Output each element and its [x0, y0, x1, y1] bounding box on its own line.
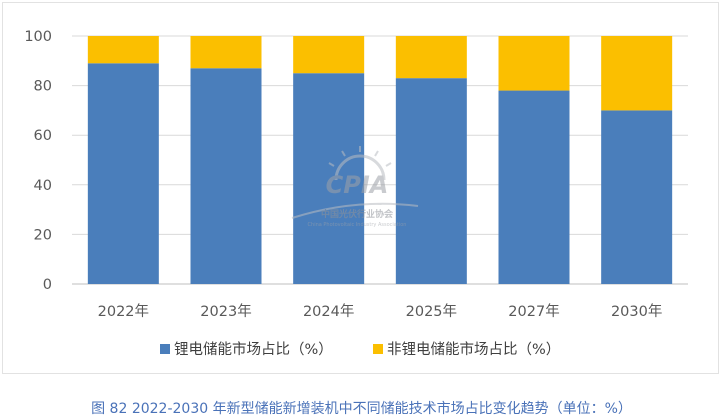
grid-lines — [72, 35, 688, 285]
bar-lithium — [601, 110, 673, 285]
bar-non-lithium — [498, 36, 570, 91]
watermark-name: 中国光伏行业协会 — [321, 208, 394, 220]
x-tick-label: 2025年 — [406, 303, 457, 320]
y-tick-label: 80 — [34, 79, 52, 95]
legend: 锂电储能市场占比（%） 非锂电储能市场占比（%） — [160, 341, 560, 358]
y-tick-label: 100 — [24, 29, 52, 45]
bar-lithium — [190, 68, 262, 285]
bar-lithium — [293, 73, 365, 284]
legend-swatch — [373, 344, 383, 354]
stacked-bar-chart: 0 20 40 60 80 100 CPIA 中国光伏行业协会 China Photovo… — [24, 29, 688, 358]
y-tick-label: 20 — [34, 227, 52, 243]
y-tick-label: 60 — [34, 128, 52, 144]
bar-non-lithium — [395, 36, 467, 79]
x-tick-label: 2030年 — [611, 303, 662, 320]
sun-icon — [328, 146, 392, 181]
x-axis-ticks: 2022年 2023年 2024年 2025年 2027年 2030年 — [98, 303, 663, 320]
y-tick-label: 40 — [34, 178, 52, 194]
bar-non-lithium — [190, 36, 262, 69]
watermark-sub: China Photovoltaic Industry Association — [308, 222, 407, 228]
bar-non-lithium — [293, 36, 365, 74]
watermark-logo: CPIA — [326, 171, 389, 199]
x-tick-label: 2024年 — [303, 303, 354, 320]
x-tick-label: 2022年 — [98, 303, 149, 320]
bar-lithium — [498, 90, 570, 284]
y-axis-ticks: 0 20 40 60 80 100 — [24, 29, 52, 293]
legend-label: 锂电储能市场占比（%） — [174, 341, 333, 358]
bar-lithium — [87, 63, 159, 284]
legend-label: 非锂电储能市场占比（%） — [387, 341, 560, 358]
bar-non-lithium — [87, 36, 159, 64]
legend-swatch — [160, 344, 170, 354]
bars — [87, 36, 673, 285]
figure-caption: 图 82 2022-2030 年新型储能新增装机中不同储能技术市场占比变化趋势（… — [91, 401, 632, 417]
bar-non-lithium — [601, 36, 673, 111]
x-tick-label: 2027年 — [508, 303, 559, 320]
y-tick-label: 0 — [43, 277, 52, 293]
x-tick-label: 2023年 — [200, 303, 251, 320]
bar-lithium — [395, 78, 467, 284]
cpia-watermark: CPIA 中国光伏行业协会 China Photovoltaic Industr… — [291, 146, 419, 228]
